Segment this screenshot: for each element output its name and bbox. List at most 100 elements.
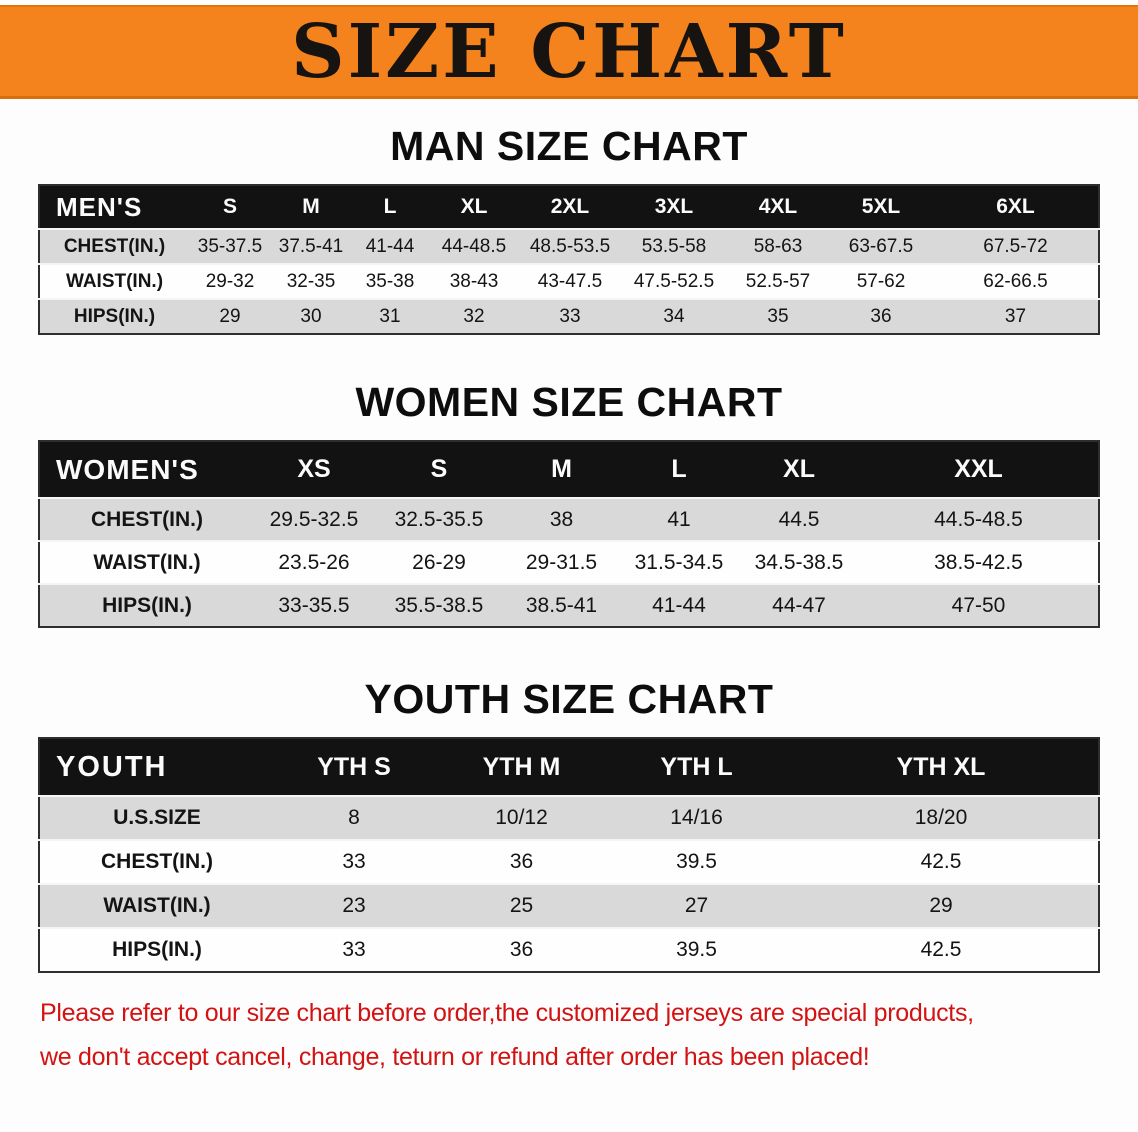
- row-label: U.S.SIZE: [113, 806, 201, 829]
- men-section-heading: MAN SIZE CHART: [390, 123, 748, 169]
- youth-hips-row: HIPS(IN.) 33 36 39.5 42.5: [39, 928, 1099, 972]
- col-header: YTH L: [660, 752, 733, 781]
- disclaimer-line-2: we don't accept cancel, change, teturn o…: [40, 1043, 870, 1071]
- col-header: M: [302, 195, 320, 218]
- size-cell: 37: [1004, 305, 1027, 327]
- men-table-title: MEN'S: [56, 191, 143, 222]
- col-header: XS: [297, 455, 331, 483]
- disclaimer-note: Please refer to our size chart before or…: [40, 991, 1138, 1079]
- youth-section-heading: YOUTH SIZE CHART: [364, 676, 774, 722]
- size-cell: 27: [684, 894, 709, 917]
- youth-waist-row: WAIST(IN.) 23 25 27 29: [39, 884, 1099, 928]
- size-cell: 14/16: [670, 806, 723, 829]
- size-cell: 44-48.5: [441, 235, 507, 257]
- row-label: WAIST(IN.): [65, 270, 164, 292]
- size-cell: 38.5-42.5: [934, 550, 1023, 574]
- row-label: CHEST(IN.): [63, 235, 166, 257]
- size-cell: 10/12: [495, 806, 548, 829]
- size-cell: 35: [767, 305, 789, 327]
- banner: SIZE CHART: [0, 5, 1138, 99]
- page-title: SIZE CHART: [291, 8, 847, 95]
- col-header: 3XL: [654, 195, 694, 218]
- row-label: CHEST(IN.): [91, 507, 203, 531]
- row-label: HIPS(IN.): [112, 938, 202, 961]
- size-cell: 42.5: [920, 850, 962, 873]
- size-cell: 33: [342, 938, 366, 961]
- col-header: 2XL: [550, 195, 590, 218]
- row-label: CHEST(IN.): [101, 850, 213, 873]
- col-header: XL: [460, 195, 488, 218]
- size-cell: 25: [509, 894, 534, 917]
- size-cell: 38-43: [449, 270, 499, 292]
- size-cell: 37.5-41: [278, 235, 344, 257]
- youth-size-section: YOUTH SIZE CHART YOUTH YTH S YTH M YTH L…: [0, 676, 1138, 973]
- size-cell: 52.5-57: [745, 270, 811, 292]
- size-cell: 34: [663, 305, 685, 327]
- size-cell: 41-44: [365, 235, 415, 257]
- size-cell: 23.5-26: [278, 550, 350, 574]
- size-cell: 32-35: [286, 270, 336, 292]
- size-chart-page: SIZE CHART MAN SIZE CHART MEN'S S M L XL…: [0, 5, 1138, 1079]
- col-header: YTH M: [482, 752, 561, 781]
- men-size-table: MEN'S S M L XL 2XL 3XL 4XL 5XL 6XL CHEST…: [38, 184, 1100, 335]
- size-cell: 42.5: [920, 938, 962, 961]
- size-cell: 30: [300, 305, 322, 327]
- size-cell: 33-35.5: [278, 593, 350, 617]
- col-header: YTH XL: [896, 752, 986, 781]
- size-cell: 36: [509, 938, 534, 961]
- size-cell: 33: [342, 850, 366, 873]
- size-cell: 47.5-52.5: [633, 270, 715, 292]
- size-cell: 29.5-32.5: [269, 507, 359, 531]
- size-cell: 44-47: [772, 593, 826, 617]
- size-cell: 32.5-35.5: [394, 507, 484, 531]
- col-header: M: [551, 455, 572, 483]
- size-cell: 47-50: [951, 593, 1006, 617]
- size-cell: 8: [348, 806, 360, 829]
- youth-ussize-row: U.S.SIZE 8 10/12 14/16 18/20: [39, 796, 1099, 840]
- size-cell: 31: [379, 305, 401, 327]
- women-table-title: WOMEN'S: [56, 453, 199, 485]
- size-cell: 36: [870, 305, 892, 327]
- youth-table-title: YOUTH: [56, 750, 168, 783]
- disclaimer-line-1: Please refer to our size chart before or…: [40, 999, 974, 1027]
- size-cell: 39.5: [676, 850, 717, 873]
- women-section-heading: WOMEN SIZE CHART: [355, 379, 783, 425]
- size-cell: 39.5: [676, 938, 717, 961]
- col-header: S: [430, 455, 448, 483]
- size-cell: 26-29: [412, 550, 466, 574]
- size-cell: 34.5-38.5: [754, 550, 844, 574]
- col-header: XXL: [954, 455, 1003, 483]
- size-cell: 23: [342, 894, 366, 917]
- size-cell: 67.5-72: [983, 235, 1048, 257]
- men-size-section: MAN SIZE CHART MEN'S S M L XL 2XL 3XL 4X…: [0, 123, 1138, 335]
- youth-header-row: YOUTH YTH S YTH M YTH L YTH XL: [39, 738, 1099, 796]
- col-header: 4XL: [758, 195, 798, 218]
- size-cell: 35-38: [365, 270, 415, 292]
- size-cell: 36: [509, 850, 534, 873]
- size-cell: 29-32: [205, 270, 255, 292]
- row-label: HIPS(IN.): [73, 305, 156, 327]
- row-label: WAIST(IN.): [103, 894, 211, 917]
- size-cell: 38.5-41: [525, 593, 598, 617]
- women-header-row: WOMEN'S XS S M L XL XXL: [39, 441, 1099, 498]
- size-cell: 41: [667, 507, 691, 531]
- size-cell: 62-66.5: [983, 270, 1048, 292]
- size-cell: 63-67.5: [848, 235, 914, 257]
- size-cell: 44.5-48.5: [934, 507, 1023, 531]
- col-header: XL: [783, 455, 815, 483]
- men-hips-row: HIPS(IN.) 29 30 31 32 33 34 35 36 37: [39, 299, 1099, 334]
- men-waist-row: WAIST(IN.) 29-32 32-35 35-38 38-43 43-47…: [39, 264, 1099, 299]
- col-header: 5XL: [861, 195, 901, 218]
- size-cell: 18/20: [914, 806, 968, 829]
- col-header: S: [222, 195, 237, 218]
- size-cell: 31.5-34.5: [634, 550, 724, 574]
- women-size-table: WOMEN'S XS S M L XL XXL CHEST(IN.) 29.5-…: [38, 440, 1100, 628]
- col-header: L: [383, 195, 397, 218]
- youth-size-table: YOUTH YTH S YTH M YTH L YTH XL U.S.SIZE …: [38, 737, 1100, 973]
- size-cell: 33: [559, 305, 581, 327]
- row-label: WAIST(IN.): [93, 550, 201, 574]
- size-cell: 32: [463, 305, 485, 327]
- size-cell: 44.5: [778, 507, 820, 531]
- size-cell: 35.5-38.5: [394, 593, 484, 617]
- size-cell: 29-31.5: [525, 550, 598, 574]
